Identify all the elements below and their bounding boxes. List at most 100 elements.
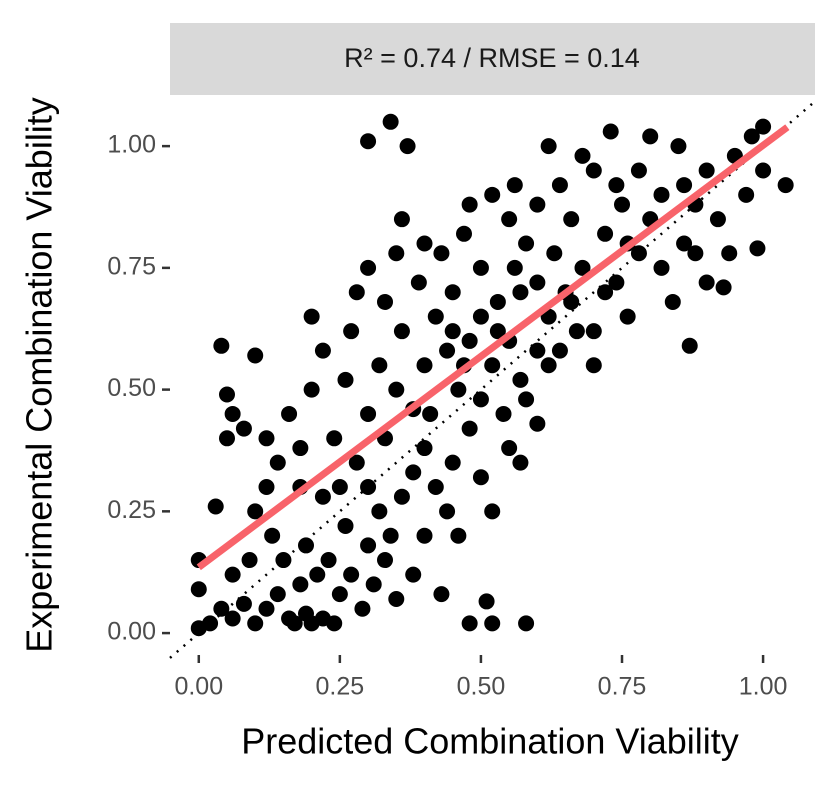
- point: [337, 517, 354, 534]
- point: [224, 610, 241, 627]
- point: [687, 245, 704, 262]
- point: [518, 391, 535, 408]
- point: [365, 576, 382, 593]
- point: [444, 323, 461, 340]
- point: [529, 342, 546, 359]
- x-axis-title: Predicted Combination Viability: [241, 721, 739, 762]
- point: [540, 138, 557, 155]
- point: [574, 259, 591, 276]
- point: [348, 454, 365, 471]
- point: [450, 381, 467, 398]
- point: [281, 405, 298, 422]
- point: [585, 357, 602, 374]
- point: [258, 430, 275, 447]
- point: [337, 371, 354, 388]
- point: [478, 593, 495, 610]
- point: [416, 527, 433, 544]
- point: [213, 337, 230, 354]
- y-tick-label: 0.25: [107, 496, 156, 524]
- point: [512, 284, 529, 301]
- point: [755, 118, 772, 135]
- point: [484, 186, 501, 203]
- point: [422, 405, 439, 422]
- point: [540, 357, 557, 374]
- point: [670, 138, 687, 155]
- point: [642, 128, 659, 145]
- point: [354, 600, 371, 617]
- point: [388, 245, 405, 262]
- point: [224, 566, 241, 583]
- point: [518, 615, 535, 632]
- point: [343, 323, 360, 340]
- point: [461, 420, 478, 437]
- point: [292, 576, 309, 593]
- point: [258, 600, 275, 617]
- point: [360, 259, 377, 276]
- point: [546, 245, 563, 262]
- point: [360, 537, 377, 554]
- point: [388, 591, 405, 607]
- point: [551, 177, 568, 194]
- point: [331, 479, 348, 495]
- point: [427, 479, 444, 495]
- point: [405, 464, 422, 481]
- point: [218, 386, 235, 403]
- point: [461, 332, 478, 349]
- point: [501, 211, 518, 228]
- point: [597, 284, 614, 301]
- point: [563, 211, 580, 228]
- point: [235, 595, 252, 612]
- point: [439, 342, 456, 359]
- point: [743, 128, 760, 145]
- point: [512, 454, 529, 471]
- point: [393, 323, 410, 340]
- point: [489, 323, 506, 340]
- point: [213, 600, 230, 617]
- point: [444, 284, 461, 301]
- point: [585, 323, 602, 340]
- point: [619, 308, 636, 325]
- point: [218, 430, 235, 447]
- point: [433, 586, 450, 603]
- point: [247, 615, 264, 632]
- point: [715, 279, 732, 296]
- fit-line: [196, 124, 790, 571]
- point: [529, 415, 546, 432]
- point: [698, 274, 715, 291]
- point: [314, 342, 331, 359]
- point: [506, 177, 523, 194]
- point: [461, 196, 478, 213]
- point: [360, 133, 377, 150]
- point: [551, 342, 568, 359]
- strip: [170, 23, 815, 95]
- x-tick-label: 0.50: [457, 673, 506, 701]
- point: [309, 566, 326, 583]
- point: [331, 586, 348, 603]
- point: [427, 308, 444, 325]
- point: [653, 186, 670, 203]
- point: [269, 454, 286, 471]
- point: [377, 293, 393, 310]
- point: [320, 552, 337, 569]
- point: [563, 293, 580, 310]
- y-tick-label: 0.75: [107, 252, 156, 280]
- point: [416, 440, 433, 457]
- y-tick-label: 0.50: [107, 374, 156, 402]
- point: [444, 454, 461, 471]
- point: [343, 566, 360, 583]
- point: [738, 186, 755, 203]
- point: [755, 162, 772, 179]
- point: [393, 211, 410, 228]
- point: [489, 293, 506, 310]
- point: [484, 503, 501, 520]
- point: [456, 225, 473, 242]
- point: [264, 527, 281, 544]
- point: [292, 440, 309, 457]
- point: [439, 503, 456, 520]
- point: [676, 235, 693, 252]
- point: [529, 274, 546, 291]
- point: [326, 615, 343, 632]
- point: [303, 308, 320, 325]
- point: [399, 138, 416, 155]
